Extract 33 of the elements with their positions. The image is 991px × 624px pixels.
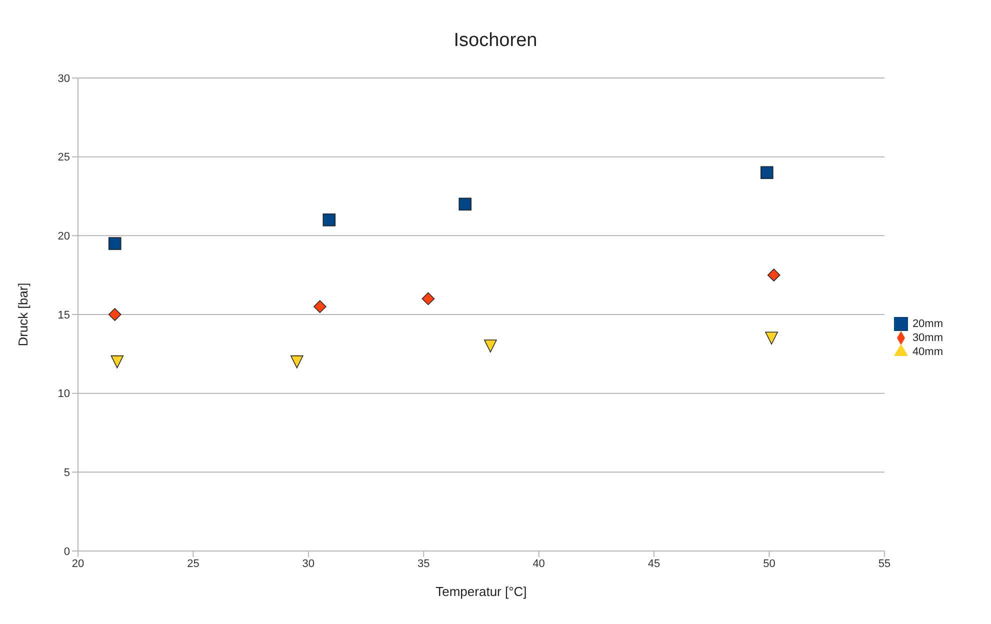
y-tick-label: 0	[64, 546, 70, 558]
y-tick-label: 15	[58, 309, 70, 322]
x-tick-label: 20	[72, 558, 84, 570]
point	[108, 308, 122, 321]
y-axis-title: Druck [bar]	[16, 282, 31, 346]
x-tick-label: 50	[763, 558, 776, 570]
point	[322, 214, 336, 226]
x-tick-label: 25	[187, 558, 200, 570]
point	[765, 332, 778, 345]
legend-label: 20mm	[912, 318, 943, 330]
y-tick-label: 25	[58, 152, 70, 164]
point	[458, 198, 472, 211]
point	[108, 237, 122, 250]
y-tick-label: 5	[64, 467, 70, 480]
point	[767, 268, 780, 282]
x-tick-label: 30	[302, 558, 315, 570]
legend-label: 30mm	[912, 332, 943, 344]
x-tick-label: 40	[532, 558, 545, 570]
point	[484, 340, 497, 352]
legend-label: 40mm	[912, 346, 943, 358]
x-tick-label: 45	[648, 558, 660, 570]
y-tick-label: 30	[58, 72, 70, 85]
x-tick-label: 35	[417, 558, 430, 570]
point	[290, 355, 304, 368]
point	[422, 292, 435, 306]
point	[314, 300, 326, 314]
chart-title: Isochoren	[452, 29, 538, 53]
x-axis-title: Temperatur [°C]	[436, 584, 527, 599]
point	[760, 166, 774, 179]
point	[110, 355, 124, 368]
x-tick-label: 55	[878, 558, 891, 570]
y-tick-label: 20	[58, 230, 70, 243]
y-tick-label: 10	[58, 388, 70, 400]
